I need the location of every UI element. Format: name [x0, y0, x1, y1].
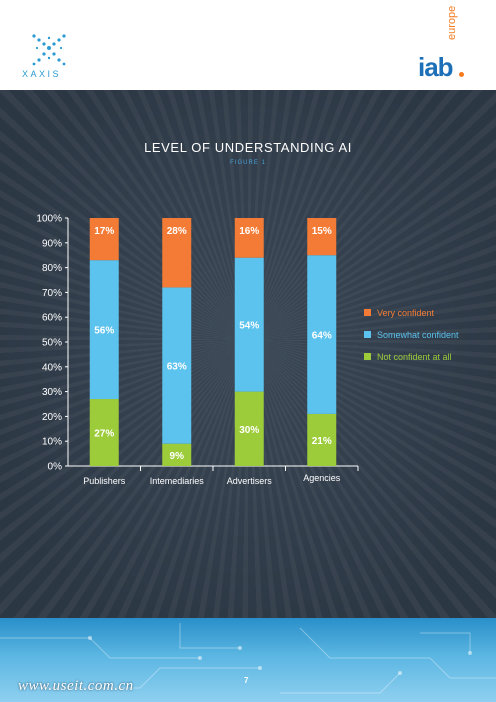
bar-segment	[162, 218, 192, 288]
bar-segment	[162, 287, 192, 444]
bar-segment	[89, 260, 119, 400]
data-label: 64%	[312, 331, 332, 342]
x-tick-label: Agencies	[303, 473, 341, 483]
xaxis-logo-icon	[32, 34, 66, 66]
bar-segment	[307, 218, 337, 256]
y-tick-label: 30%	[42, 387, 62, 398]
bar-segment	[234, 218, 264, 258]
y-tick-label: 80%	[42, 263, 62, 274]
watermark: www.useit.com.cn	[18, 678, 134, 694]
bar-segment	[162, 443, 192, 466]
data-label: 9%	[170, 451, 185, 462]
page-header: XAXIS iab europe	[0, 0, 496, 90]
bar-segment	[307, 413, 337, 466]
y-tick-label: 40%	[42, 362, 62, 373]
y-tick-label: 90%	[42, 238, 62, 249]
bar-segment	[89, 399, 119, 466]
legend-label: Very confident	[377, 308, 435, 318]
page-number: 7	[244, 676, 249, 685]
chart-title: LEVEL OF UNDERSTANDING AI	[144, 140, 352, 155]
y-tick-label: 10%	[42, 437, 62, 448]
bar-segment	[234, 391, 264, 466]
y-tick-label: 50%	[42, 338, 62, 349]
y-tick-label: 20%	[42, 412, 62, 423]
x-tick-label: Advertisers	[227, 476, 273, 486]
data-label: 54%	[239, 321, 259, 332]
legend-swatch	[364, 353, 371, 360]
y-tick-label: 70%	[42, 288, 62, 299]
legend-swatch	[364, 331, 371, 338]
y-tick-label: 100%	[36, 214, 62, 225]
data-label: 63%	[167, 362, 187, 373]
y-tick-label: 60%	[42, 313, 62, 324]
legend-label: Somewhat confident	[377, 330, 459, 340]
stacked-bar-chart: 0% 10% 20% 30% 40% 50% 60% 70% 80% 90% 100% 27% 56% 1…	[36, 214, 459, 487]
bar-segment	[89, 218, 119, 261]
iab-logo-sub: europe	[446, 5, 458, 40]
y-tick-label: 0%	[48, 462, 63, 473]
xaxis-logo-text: XAXIS	[22, 69, 62, 79]
page-footer	[0, 618, 496, 702]
data-label: 16%	[239, 226, 259, 237]
iab-logo-text: iab	[418, 52, 454, 82]
data-label: 21%	[312, 436, 332, 447]
bar-segment	[234, 257, 264, 392]
iab-dot-icon	[459, 72, 464, 77]
data-label: 56%	[94, 326, 114, 337]
data-label: 30%	[239, 425, 259, 436]
x-tick-label: Publishers	[83, 476, 126, 486]
x-tick-label: Intemediaries	[150, 476, 205, 486]
figure-label: FIGURE 1	[230, 160, 266, 166]
data-label: 28%	[167, 226, 187, 237]
data-label: 17%	[94, 226, 114, 237]
bar-segment	[307, 255, 337, 414]
legend-label: Not confident at all	[377, 352, 452, 362]
circuit-pattern-icon	[0, 623, 496, 694]
data-label: 27%	[94, 429, 114, 440]
data-label: 15%	[312, 226, 332, 237]
legend-swatch	[364, 309, 371, 316]
